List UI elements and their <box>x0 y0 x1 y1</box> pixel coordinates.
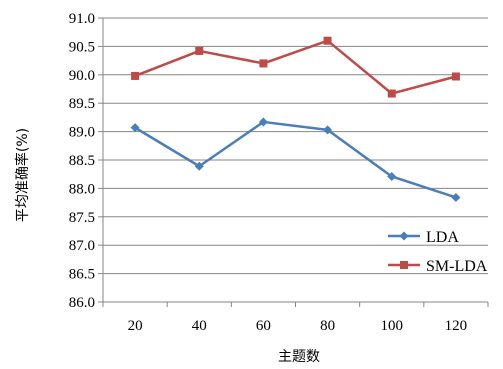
x-tick-label: 100 <box>381 318 404 334</box>
y-tick-label: 90.5 <box>69 39 95 55</box>
y-tick-label: 89.0 <box>69 125 95 141</box>
x-tick-label: 80 <box>320 318 335 334</box>
x-tick-label: 40 <box>192 318 207 334</box>
data-point-sm-lda <box>452 73 460 81</box>
y-tick-label: 89.5 <box>69 96 95 112</box>
y-tick-label: 87.5 <box>69 210 95 226</box>
y-tick-label: 88.5 <box>69 153 95 169</box>
x-tick-label: 20 <box>128 318 143 334</box>
legend-entry-lda: LDA <box>388 229 459 246</box>
y-tick-label: 90.0 <box>69 68 95 84</box>
x-tick-label: 120 <box>445 318 468 334</box>
legend-marker-lda <box>400 232 409 241</box>
x-tick-label: 60 <box>256 318 271 334</box>
legend-label-lda: LDA <box>426 229 459 246</box>
y-tick-label: 86.0 <box>69 295 95 311</box>
y-tick-label: 87.0 <box>69 238 95 254</box>
x-axis-title: 主题数 <box>278 349 320 365</box>
y-tick-label: 88.0 <box>69 181 95 197</box>
y-tick-label: 86.5 <box>69 267 95 283</box>
data-point-lda <box>451 193 460 202</box>
data-point-sm-lda <box>131 72 139 80</box>
data-point-sm-lda <box>324 37 332 45</box>
data-point-sm-lda <box>259 59 267 67</box>
x-tick-labels: 20 40 60 80 100 120 <box>128 318 468 334</box>
legend: LDA SM-LDA <box>388 229 488 275</box>
y-axis-title: 平均准确率(%) <box>14 128 31 222</box>
y-tick-labels: 86.0 86.5 87.0 87.5 88.0 88.5 89.0 89.5 90.0 90.5… <box>69 11 95 311</box>
legend-entry-sm-lda: SM-LDA <box>388 258 488 275</box>
series-sm-lda <box>131 37 460 98</box>
data-point-sm-lda <box>388 90 396 98</box>
series-line-sm-lda <box>135 41 456 94</box>
legend-label-sm-lda: SM-LDA <box>426 258 488 275</box>
y-tick-label: 91.0 <box>69 11 95 27</box>
data-point-sm-lda <box>195 47 203 55</box>
series-group <box>131 37 461 202</box>
legend-marker-sm-lda <box>400 261 408 269</box>
